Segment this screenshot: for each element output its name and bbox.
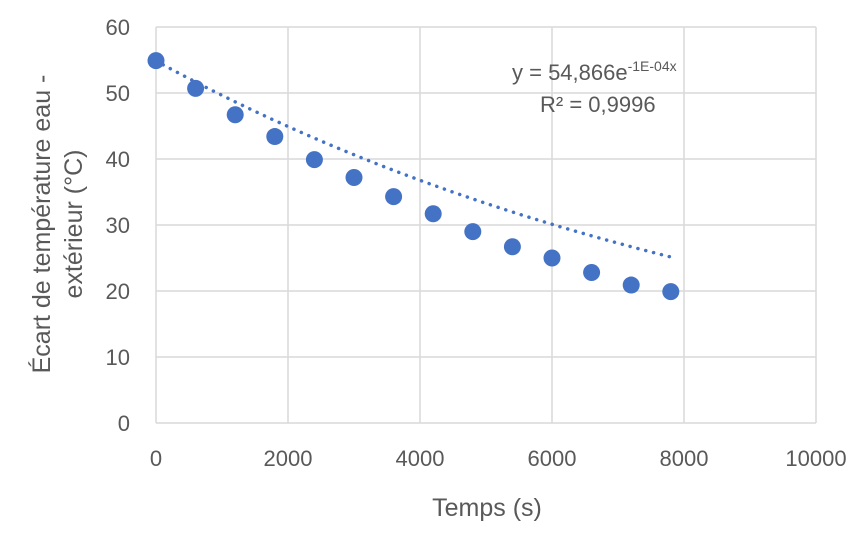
y-axis-title-line-2: extérieur (°C) xyxy=(60,150,88,299)
x-tick-label: 4000 xyxy=(396,446,445,471)
trendline xyxy=(154,59,673,259)
data-points xyxy=(147,52,680,301)
y-axis-title-line-1: Écart de température eau - xyxy=(27,75,56,374)
data-point xyxy=(583,264,601,282)
equation-base: y = 54,866e xyxy=(512,60,628,85)
data-point xyxy=(424,205,442,223)
data-point xyxy=(543,249,561,267)
data-point xyxy=(464,223,482,241)
data-point xyxy=(345,168,363,186)
y-tick-label: 10 xyxy=(106,345,130,370)
y-tick-label: 20 xyxy=(106,279,130,304)
data-point xyxy=(662,283,680,301)
y-tick-label: 50 xyxy=(106,81,130,106)
x-tick-label: 10000 xyxy=(785,446,846,471)
data-point xyxy=(187,79,205,97)
gridlines xyxy=(156,26,817,423)
tick-labels: 0 10 20 30 40 50 60 0 2000 4000 6000 8000 10000 xyxy=(106,15,847,471)
y-tick-label: 40 xyxy=(106,147,130,172)
data-point xyxy=(305,151,323,169)
data-point xyxy=(622,276,640,294)
x-tick-label: 8000 xyxy=(660,446,709,471)
x-tick-label: 0 xyxy=(150,446,162,471)
equation-exponent: -1E-04x xyxy=(628,58,677,74)
data-point xyxy=(147,52,165,70)
y-tick-label: 60 xyxy=(106,15,130,40)
x-tick-label: 6000 xyxy=(528,446,577,471)
r-squared-label: R² = 0,9996 xyxy=(540,92,656,117)
data-point xyxy=(226,106,244,124)
y-tick-label: 30 xyxy=(106,213,130,238)
axes xyxy=(155,27,816,424)
data-point xyxy=(385,188,403,206)
x-tick-label: 2000 xyxy=(264,446,313,471)
data-point xyxy=(503,238,521,256)
data-point xyxy=(266,128,284,146)
x-axis-title: Temps (s) xyxy=(432,494,542,522)
y-tick-label: 0 xyxy=(118,411,130,436)
trendline-equation: y = 54,866e-1E-04x xyxy=(512,58,677,85)
